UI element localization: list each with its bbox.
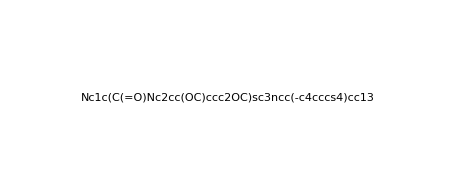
- Text: Nc1c(C(=O)Nc2cc(OC)ccc2OC)sc3ncc(-c4cccs4)cc13: Nc1c(C(=O)Nc2cc(OC)ccc2OC)sc3ncc(-c4cccs…: [81, 92, 374, 102]
